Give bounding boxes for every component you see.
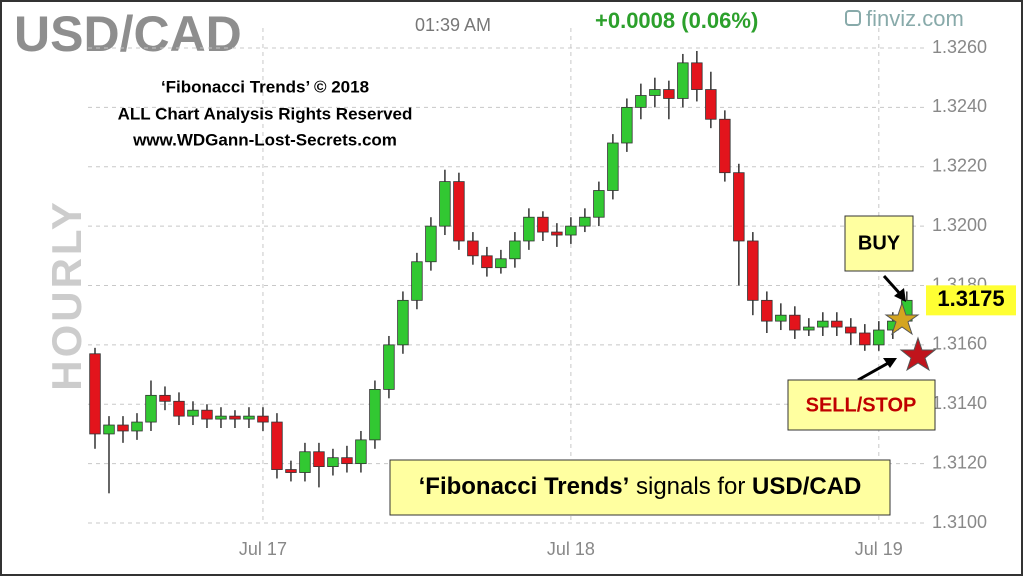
- candle-body: [803, 326, 815, 331]
- candle-body: [355, 439, 367, 465]
- buy-label: BUY: [858, 232, 901, 254]
- candle-body: [649, 89, 661, 96]
- candle-body: [145, 394, 157, 423]
- banner-symbol: USD/CAD: [752, 473, 861, 500]
- candle-body: [733, 172, 745, 242]
- candle-body: [327, 457, 339, 467]
- plot-area: 1.31001.31201.31401.31601.31801.32001.32…: [88, 28, 987, 559]
- candle-body: [523, 216, 535, 242]
- x-tick-label: Jul 17: [239, 539, 287, 559]
- candle-body: [621, 106, 633, 144]
- candle-body: [285, 469, 297, 473]
- source: finviz.com: [866, 6, 964, 31]
- candle-body: [565, 225, 577, 236]
- banner: [389, 459, 891, 516]
- y-tick-label: 1.3220: [932, 156, 987, 176]
- candle-body: [131, 421, 143, 432]
- candle-body: [257, 415, 269, 423]
- candle-body: [383, 344, 395, 390]
- candle-body: [859, 332, 871, 346]
- candle-body: [229, 415, 241, 420]
- arrowhead: [883, 358, 897, 368]
- sell-box: [787, 379, 936, 431]
- candle-body: [467, 240, 479, 257]
- candle-body: [663, 89, 675, 99]
- candle-body: [817, 320, 829, 328]
- candle-body: [705, 89, 717, 120]
- candle-body: [89, 353, 101, 435]
- time: 01:39 AM: [415, 15, 491, 35]
- sell-star: [899, 336, 937, 372]
- notice-line: www.WDGann-Lost-Secrets.com: [132, 130, 397, 149]
- candle-body: [873, 329, 885, 346]
- candle-body: [215, 415, 227, 420]
- candle-body: [453, 181, 465, 242]
- candle-body: [747, 240, 759, 301]
- price-label: 1.3175: [937, 286, 1004, 311]
- candle-body: [243, 415, 255, 420]
- candle-body: [201, 409, 213, 420]
- y-tick-label: 1.3140: [932, 393, 987, 413]
- candle-body: [313, 451, 325, 467]
- change: +0.0008 (0.06%): [595, 8, 758, 33]
- notice-line: ‘Fibonacci Trends’ © 2018: [161, 77, 369, 96]
- banner-brand: ‘Fibonacci Trends’: [419, 473, 630, 500]
- candle-body: [341, 457, 353, 465]
- candle-body: [187, 409, 199, 417]
- candle-body: [369, 389, 381, 441]
- candle-body: [159, 394, 171, 402]
- arrow: [857, 360, 891, 382]
- candle-body: [509, 240, 521, 260]
- candle-body: [271, 421, 283, 470]
- sell-label: SELL/STOP: [806, 394, 917, 416]
- x-tick-label: Jul 19: [855, 539, 903, 559]
- candle-body: [103, 424, 115, 435]
- interval: HOURLY: [43, 199, 90, 390]
- notice-line: ALL Chart Analysis Rights Reserved: [118, 104, 413, 123]
- candle-body: [761, 299, 773, 322]
- candle-body: [481, 255, 493, 269]
- candle-body: [845, 326, 857, 334]
- y-tick-label: 1.3240: [932, 96, 987, 116]
- y-tick-label: 1.3120: [932, 452, 987, 472]
- price-box: [926, 285, 1016, 316]
- candle-body: [411, 261, 423, 301]
- candle-body: [691, 62, 703, 90]
- y-tick-label: 1.3200: [932, 215, 987, 235]
- candle-body: [593, 190, 605, 218]
- logo-icon: [845, 10, 861, 26]
- candle-body: [831, 320, 843, 328]
- banner-mid: signals for: [629, 473, 752, 500]
- candle-body: [607, 142, 619, 191]
- y-tick-label: 1.3160: [932, 334, 987, 354]
- x-tick-label: Jul 18: [547, 539, 595, 559]
- candle-body: [537, 216, 549, 233]
- candle-body: [495, 258, 507, 269]
- banner-text: ‘Fibonacci Trends’ signals for USD/CAD: [419, 473, 862, 500]
- candle-body: [579, 216, 591, 227]
- chart-title: USD/CAD: [14, 6, 242, 62]
- candle-body: [425, 225, 437, 263]
- y-tick-label: 1.3260: [932, 37, 987, 57]
- candle-body: [439, 181, 451, 227]
- candle-body: [173, 400, 185, 417]
- candle-body: [117, 424, 129, 432]
- candle-body: [677, 62, 689, 99]
- candle-body: [789, 314, 801, 331]
- arrowhead: [894, 288, 906, 302]
- y-tick-label: 1.3100: [932, 512, 987, 532]
- candle-body: [397, 299, 409, 346]
- candle-body: [299, 451, 311, 473]
- candle-body: [775, 314, 787, 322]
- candle-body: [635, 95, 647, 108]
- candle-body: [551, 231, 563, 236]
- buy-box: [844, 215, 914, 272]
- buy-star: [884, 301, 920, 336]
- candle-body: [719, 118, 731, 174]
